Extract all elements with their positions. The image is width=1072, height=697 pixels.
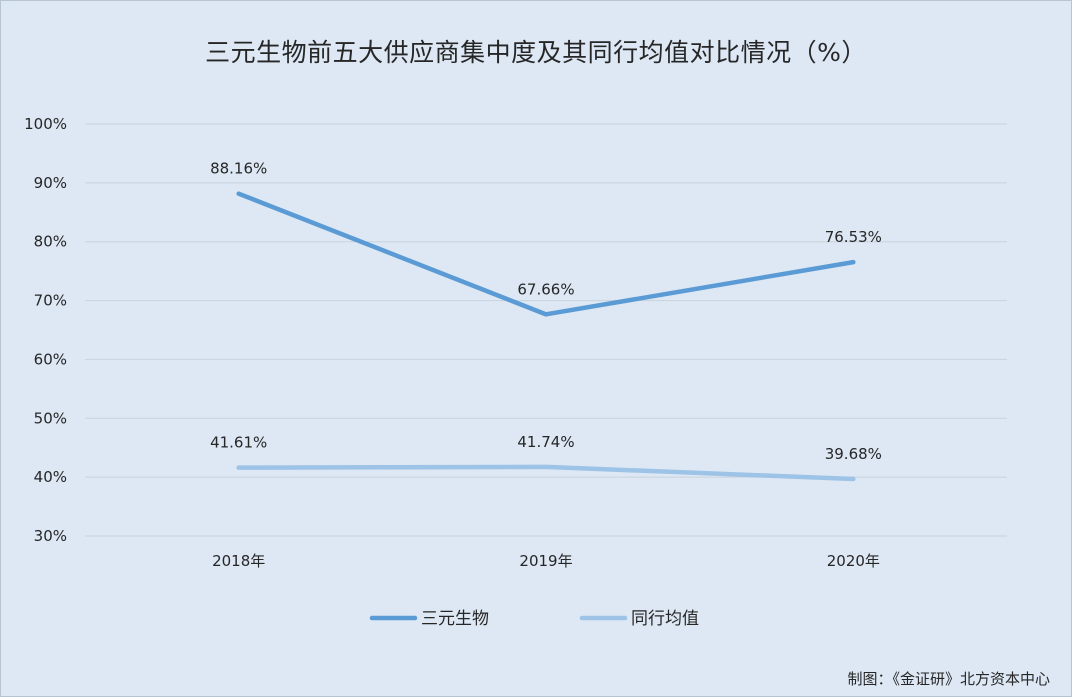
y-tick-label: 80%	[34, 233, 67, 251]
y-tick-label: 30%	[34, 527, 67, 545]
chart-title: 三元生物前五大供应商集中度及其同行均值对比情况（%）	[205, 38, 867, 67]
legend: 三元生物 同行均值	[369, 609, 699, 629]
data-label: 41.74%	[517, 433, 574, 451]
x-tick-label: 2020年	[827, 552, 880, 570]
legend-label: 同行均值	[631, 609, 699, 629]
y-tick-label: 70%	[34, 292, 67, 310]
y-tick-label: 60%	[34, 350, 67, 368]
y-tick-label: 90%	[34, 174, 67, 192]
series-line-1	[236, 191, 856, 317]
credit-text: 制图：《金证研》北方资本中心	[847, 670, 1050, 688]
legend-label: 三元生物	[421, 609, 489, 629]
data-label: 88.16%	[210, 160, 267, 178]
series-lines	[236, 191, 856, 482]
y-axis-tick-labels: 30% 40% 50% 60% 70% 80% 90% 100%	[24, 115, 67, 545]
data-label: 76.53%	[825, 228, 882, 246]
data-label: 67.66%	[517, 280, 574, 298]
y-tick-label: 50%	[34, 409, 67, 427]
data-label: 39.68%	[825, 445, 882, 463]
gridlines	[85, 123, 1007, 537]
data-labels: 88.16% 67.66% 76.53% 41.61% 41.74% 39.68%	[210, 160, 882, 463]
x-axis-tick-labels: 2018年 2019年 2020年	[212, 552, 880, 570]
data-label: 41.61%	[210, 434, 267, 452]
y-tick-label: 40%	[34, 468, 67, 486]
y-tick-label: 100%	[24, 115, 67, 133]
series-line-2	[236, 464, 856, 482]
x-tick-label: 2018年	[212, 552, 265, 570]
x-tick-label: 2019年	[519, 552, 572, 570]
